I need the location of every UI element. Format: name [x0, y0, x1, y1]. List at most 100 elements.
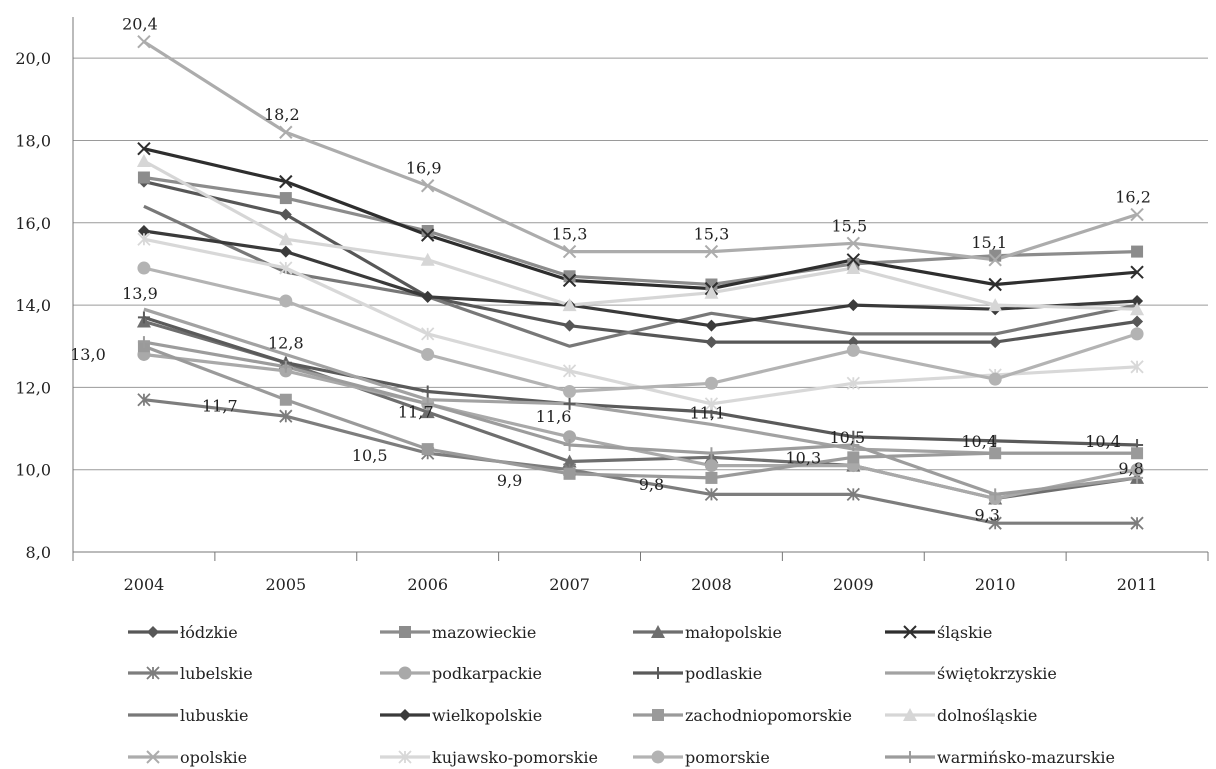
series-line — [143, 147, 1138, 291]
data-label: 11,1 — [690, 403, 726, 422]
data-point — [1130, 327, 1144, 341]
x-tick-label: 2011 — [1117, 575, 1158, 594]
legend-label: małopolskie — [685, 623, 782, 642]
data-point — [421, 397, 434, 410]
series-line — [143, 159, 1138, 311]
legend-item: świętokrzyskie — [885, 664, 1057, 683]
data-point — [279, 261, 293, 275]
series-line — [143, 340, 1138, 496]
data-label: 11,7 — [398, 403, 434, 422]
data-point — [562, 244, 577, 259]
legend-label: lubelskie — [180, 664, 253, 683]
data-label: 9,3 — [974, 506, 999, 525]
y-tick-label: 18,0 — [15, 131, 51, 150]
data-label: 13,0 — [70, 345, 106, 364]
data-point — [704, 244, 719, 259]
data-point — [846, 376, 860, 390]
data-point — [421, 290, 434, 303]
data-point — [989, 434, 1002, 447]
x-tick-label: 2006 — [407, 575, 448, 594]
data-point — [421, 385, 434, 398]
data-label: 10,4 — [961, 432, 997, 451]
data-point — [704, 459, 718, 473]
series-line — [143, 266, 1138, 394]
legend-label: podlaskie — [685, 664, 762, 683]
data-point — [705, 447, 718, 460]
data-point — [989, 488, 1002, 501]
legend-item: zachodniopomorskie — [633, 706, 852, 725]
data-label: 15,5 — [832, 216, 868, 235]
legend-item: podkarpackie — [380, 664, 542, 683]
legend: łódzkie mazowieckie małopolskie śląskie lube… — [128, 623, 1115, 767]
data-point — [421, 443, 434, 456]
data-point — [146, 666, 160, 680]
y-tick-label: 10,0 — [15, 461, 51, 480]
data-point — [705, 278, 718, 291]
data-label: 15,3 — [552, 225, 588, 244]
x-tick-label: 2008 — [691, 575, 732, 594]
x-tick-label: 2007 — [549, 575, 590, 594]
y-tick-label: 8,0 — [26, 543, 51, 562]
legend-label: dolnośląskie — [937, 706, 1037, 725]
data-point — [147, 626, 159, 638]
data-point — [846, 236, 861, 251]
data-point — [562, 273, 577, 288]
legend-item: wielkopolskie — [380, 706, 542, 725]
legend-item: lubuskie — [128, 706, 248, 725]
series-line — [143, 229, 1138, 328]
legend-item: śląskie — [885, 623, 992, 642]
legend-label: śląskie — [937, 623, 992, 642]
data-point — [705, 471, 718, 484]
data-label: 13,9 — [122, 284, 158, 303]
data-point — [1131, 294, 1144, 307]
data-label: 10,5 — [352, 446, 388, 465]
data-point — [279, 360, 292, 373]
data-label: 9,9 — [497, 471, 522, 490]
legend-item: podlaskie — [633, 664, 762, 683]
data-point — [1130, 463, 1144, 477]
legend-label: lubuskie — [180, 706, 248, 725]
data-point — [563, 270, 576, 283]
data-label: 9,8 — [1118, 459, 1143, 478]
data-point — [651, 750, 665, 764]
data-point — [279, 208, 292, 221]
data-point — [704, 285, 719, 299]
series-line — [143, 175, 1138, 287]
data-point — [421, 327, 435, 341]
legend-item: mazowieckie — [380, 623, 536, 642]
data-label: 15,3 — [694, 225, 730, 244]
legend-label: świętokrzyskie — [937, 664, 1057, 683]
data-point — [1131, 471, 1144, 484]
data-point — [903, 708, 917, 721]
data-label: 20,4 — [122, 15, 158, 34]
legend-label: podkarpackie — [432, 664, 542, 683]
data-point — [704, 397, 719, 411]
y-tick-label: 20,0 — [15, 49, 51, 68]
data-point — [563, 467, 576, 480]
series-line — [143, 352, 1138, 501]
data-point — [988, 253, 1002, 267]
data-point — [904, 751, 916, 763]
data-point — [137, 232, 151, 246]
legend-item: opolskie — [128, 748, 247, 767]
data-point — [846, 261, 861, 275]
data-point — [399, 626, 411, 638]
data-point — [279, 409, 293, 423]
data-point — [420, 179, 435, 193]
data-label: 18,2 — [264, 105, 300, 124]
legend-label: kujawsko-pomorskie — [432, 748, 598, 767]
data-point — [1130, 516, 1144, 530]
data-point — [988, 277, 1002, 292]
legend-label: wielkopolskie — [432, 706, 542, 725]
data-point — [421, 347, 435, 361]
data-point — [398, 666, 412, 680]
data-label: 16,9 — [406, 159, 442, 178]
data-point — [278, 232, 293, 246]
data-point — [846, 343, 860, 357]
data-labels: 20,4 18,2 16,9 15,3 15,3 15,5 15,1 16,2 13,9 13,0… — [70, 15, 1151, 525]
data-point — [137, 261, 151, 275]
data-point — [279, 245, 292, 258]
legend-item: warmińsko-mazurskie — [885, 748, 1115, 767]
x-tick-label: 2009 — [833, 575, 874, 594]
